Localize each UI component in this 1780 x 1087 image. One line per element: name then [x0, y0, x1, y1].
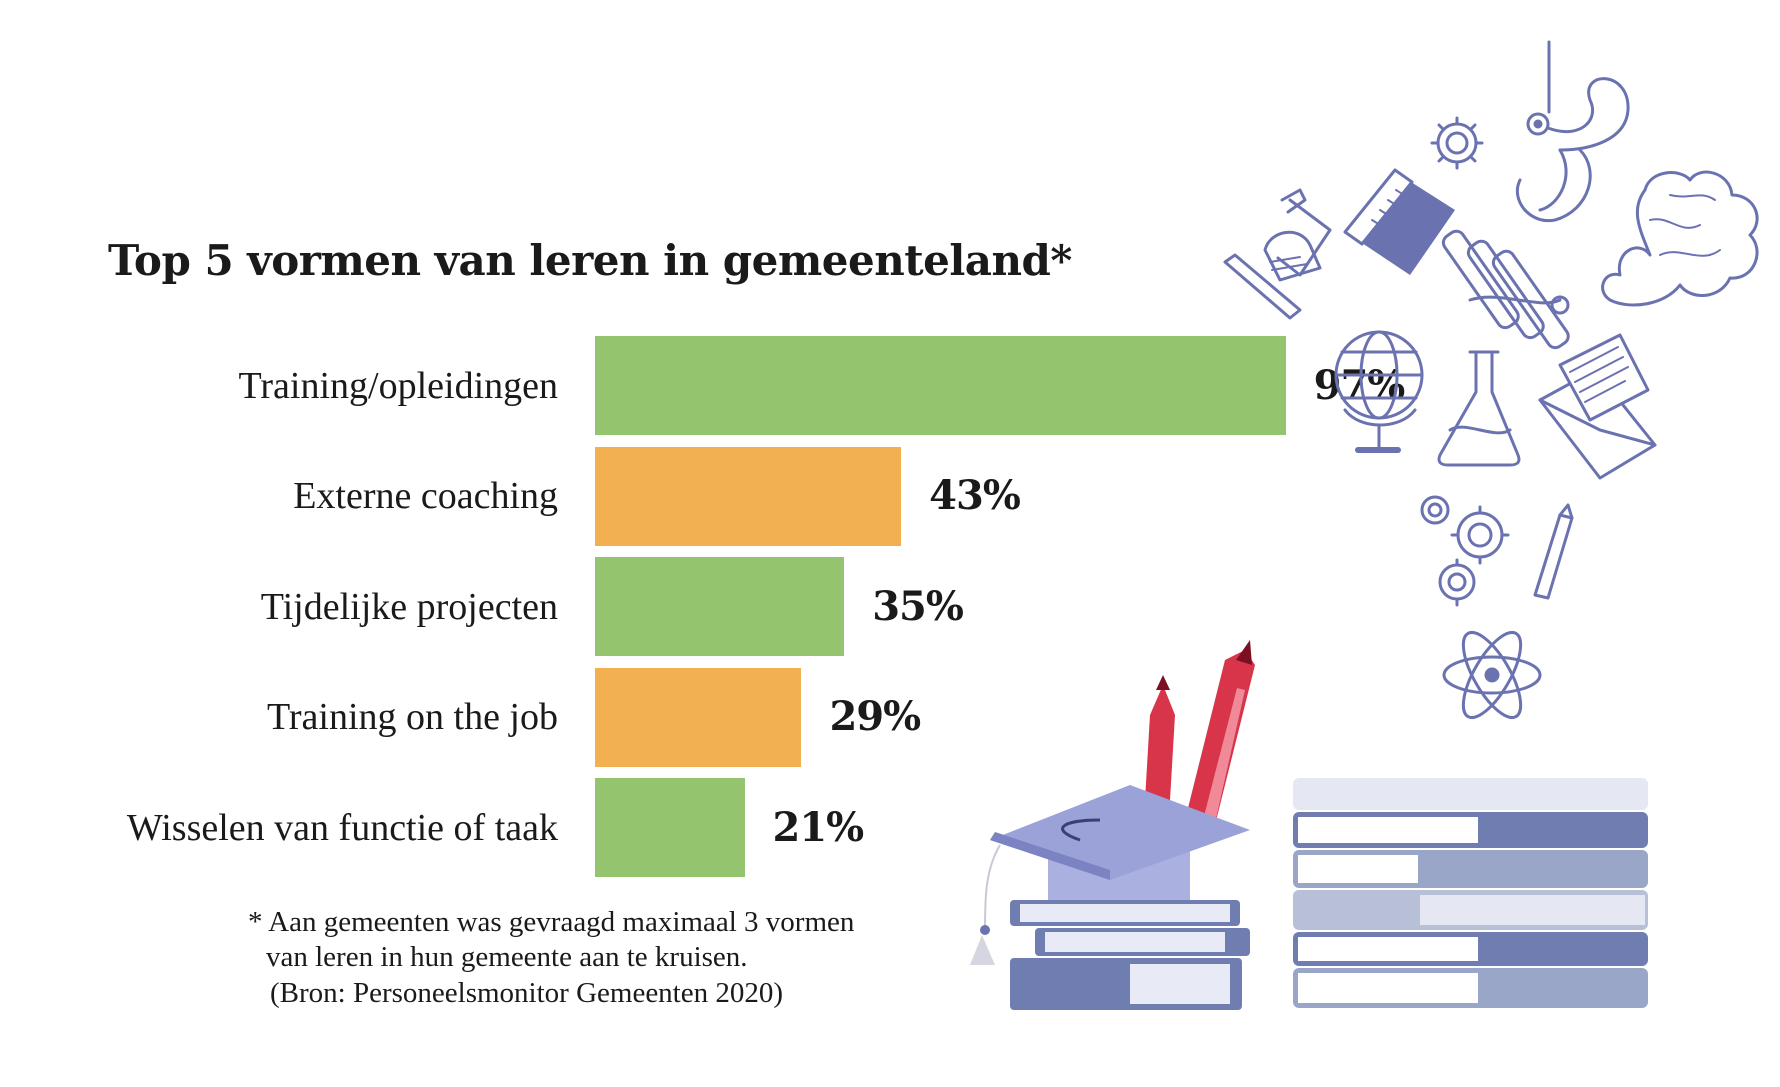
gear-icon: [1430, 116, 1484, 170]
test-tubes-icon: [1441, 229, 1570, 350]
footnote-line-3: (Bron: Personeelsmonitor Gemeenten 2020): [270, 977, 784, 1009]
graduation-cap-icon: [970, 785, 1250, 965]
footnote-line-1: * Aan gemeenten was gevraagd maximaal 3 …: [248, 906, 855, 938]
atom-icon: [1442, 630, 1542, 720]
microscope-icon: [1223, 188, 1332, 320]
value-label: 29%: [829, 693, 921, 740]
bar: [595, 336, 1286, 435]
stethoscope-icon: [1516, 40, 1630, 223]
value-label: 35%: [872, 582, 964, 630]
bar: [595, 778, 745, 877]
category-label: Training on the job: [267, 696, 558, 738]
bar: [595, 667, 802, 767]
category-label: Wisselen van functie of taak: [126, 806, 558, 849]
bar: [595, 446, 902, 546]
pencils-icon: [1145, 640, 1255, 825]
value-label: 21%: [772, 803, 865, 851]
brain-icon: [1601, 170, 1759, 307]
flask-icon: [1437, 350, 1521, 467]
value-label: 97%: [1313, 361, 1406, 409]
globe-icon: [1334, 330, 1424, 453]
book-icon: [1343, 168, 1455, 275]
category-label: Externe coaching: [293, 475, 558, 517]
gears-icon: [1420, 495, 1510, 607]
category-label: Training/opleidingen: [238, 364, 558, 407]
pencil-icon: [1533, 503, 1574, 600]
value-label: 43%: [929, 472, 1021, 519]
books-stack-icon: [1010, 900, 1250, 1010]
bar: [595, 557, 845, 656]
chart-title: Top 5 vormen van leren in gemeenteland*: [108, 236, 1072, 285]
envelope-icon: [1538, 333, 1657, 480]
footnote-line-2: van leren in hun gemeente aan te kruisen…: [266, 941, 748, 973]
category-label: Tijdelijke projecten: [260, 585, 558, 628]
large-books-stack-icon: [1293, 778, 1648, 1008]
